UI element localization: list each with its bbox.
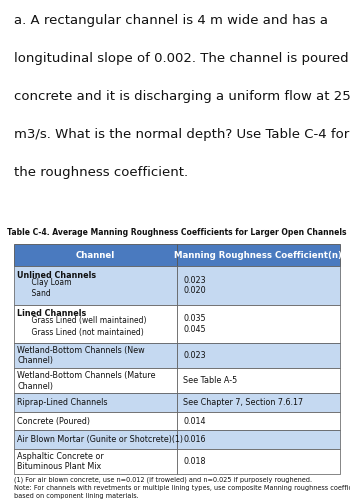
- Bar: [177, 267, 340, 305]
- Bar: [14, 368, 177, 393]
- Text: Wetland-Bottom Channels (New
Channel): Wetland-Bottom Channels (New Channel): [17, 346, 145, 365]
- Text: Manning Roughness Coefficient(n): Manning Roughness Coefficient(n): [174, 250, 342, 260]
- Text: 0.023: 0.023: [183, 351, 206, 360]
- Text: Unlined Channels: Unlined Channels: [17, 271, 96, 280]
- Bar: [14, 244, 177, 267]
- Text: Grass Lined (not maintained): Grass Lined (not maintained): [22, 327, 144, 337]
- Bar: [14, 393, 177, 412]
- Bar: [177, 305, 340, 343]
- Bar: [177, 431, 340, 449]
- Text: Table C-4. Average Manning Roughness Coefficients for Larger Open Channels: Table C-4. Average Manning Roughness Coe…: [7, 227, 346, 236]
- Bar: [177, 449, 340, 474]
- Text: Concrete (Poured): Concrete (Poured): [17, 416, 90, 426]
- Bar: [14, 412, 177, 431]
- Text: Lined Channels: Lined Channels: [17, 309, 86, 318]
- Bar: [14, 305, 177, 343]
- Bar: [14, 267, 177, 305]
- Text: Asphaltic Concrete or
Bituminous Plant Mix: Asphaltic Concrete or Bituminous Plant M…: [17, 452, 104, 471]
- Bar: [14, 449, 177, 474]
- Text: See Table A-5: See Table A-5: [183, 376, 238, 385]
- Text: 0.014: 0.014: [183, 416, 206, 426]
- Text: Channel: Channel: [76, 250, 115, 260]
- Text: Air Blown Mortar (Gunite or Shotcrete)(1): Air Blown Mortar (Gunite or Shotcrete)(1…: [17, 435, 183, 444]
- Bar: [177, 244, 340, 267]
- Text: the roughness coefficient.: the roughness coefficient.: [14, 166, 188, 180]
- Text: a. A rectangular channel is 4 m wide and has a: a. A rectangular channel is 4 m wide and…: [14, 14, 328, 27]
- Text: 0.018: 0.018: [183, 457, 206, 466]
- Text: 0.016: 0.016: [183, 435, 206, 444]
- Bar: [177, 393, 340, 412]
- Text: m3/s. What is the normal depth? Use Table C-4 for: m3/s. What is the normal depth? Use Tabl…: [14, 128, 349, 141]
- Text: Riprap-Lined Channels: Riprap-Lined Channels: [17, 398, 108, 407]
- Text: Wetland-Bottom Channels (Mature
Channel): Wetland-Bottom Channels (Mature Channel): [17, 371, 156, 390]
- Bar: [177, 343, 340, 368]
- Bar: [177, 368, 340, 393]
- Text: Sand: Sand: [22, 289, 51, 298]
- Text: Clay Loam: Clay Loam: [22, 278, 72, 287]
- Text: concrete and it is discharging a uniform flow at 25: concrete and it is discharging a uniform…: [14, 91, 350, 103]
- Text: (1) For air blown concrete, use n=0.012 (if troweled) and n=0.025 if purposely r: (1) For air blown concrete, use n=0.012 …: [14, 476, 350, 499]
- Bar: [14, 343, 177, 368]
- Text: longitudinal slope of 0.002. The channel is poured: longitudinal slope of 0.002. The channel…: [14, 52, 349, 65]
- Text: Grass Lined (well maintained): Grass Lined (well maintained): [22, 316, 147, 325]
- Text: 0.023
0.020: 0.023 0.020: [183, 276, 206, 295]
- Bar: [14, 431, 177, 449]
- Text: 0.035
0.045: 0.035 0.045: [183, 314, 206, 333]
- Bar: [177, 412, 340, 431]
- Text: See Chapter 7, Section 7.6.17: See Chapter 7, Section 7.6.17: [183, 398, 303, 407]
